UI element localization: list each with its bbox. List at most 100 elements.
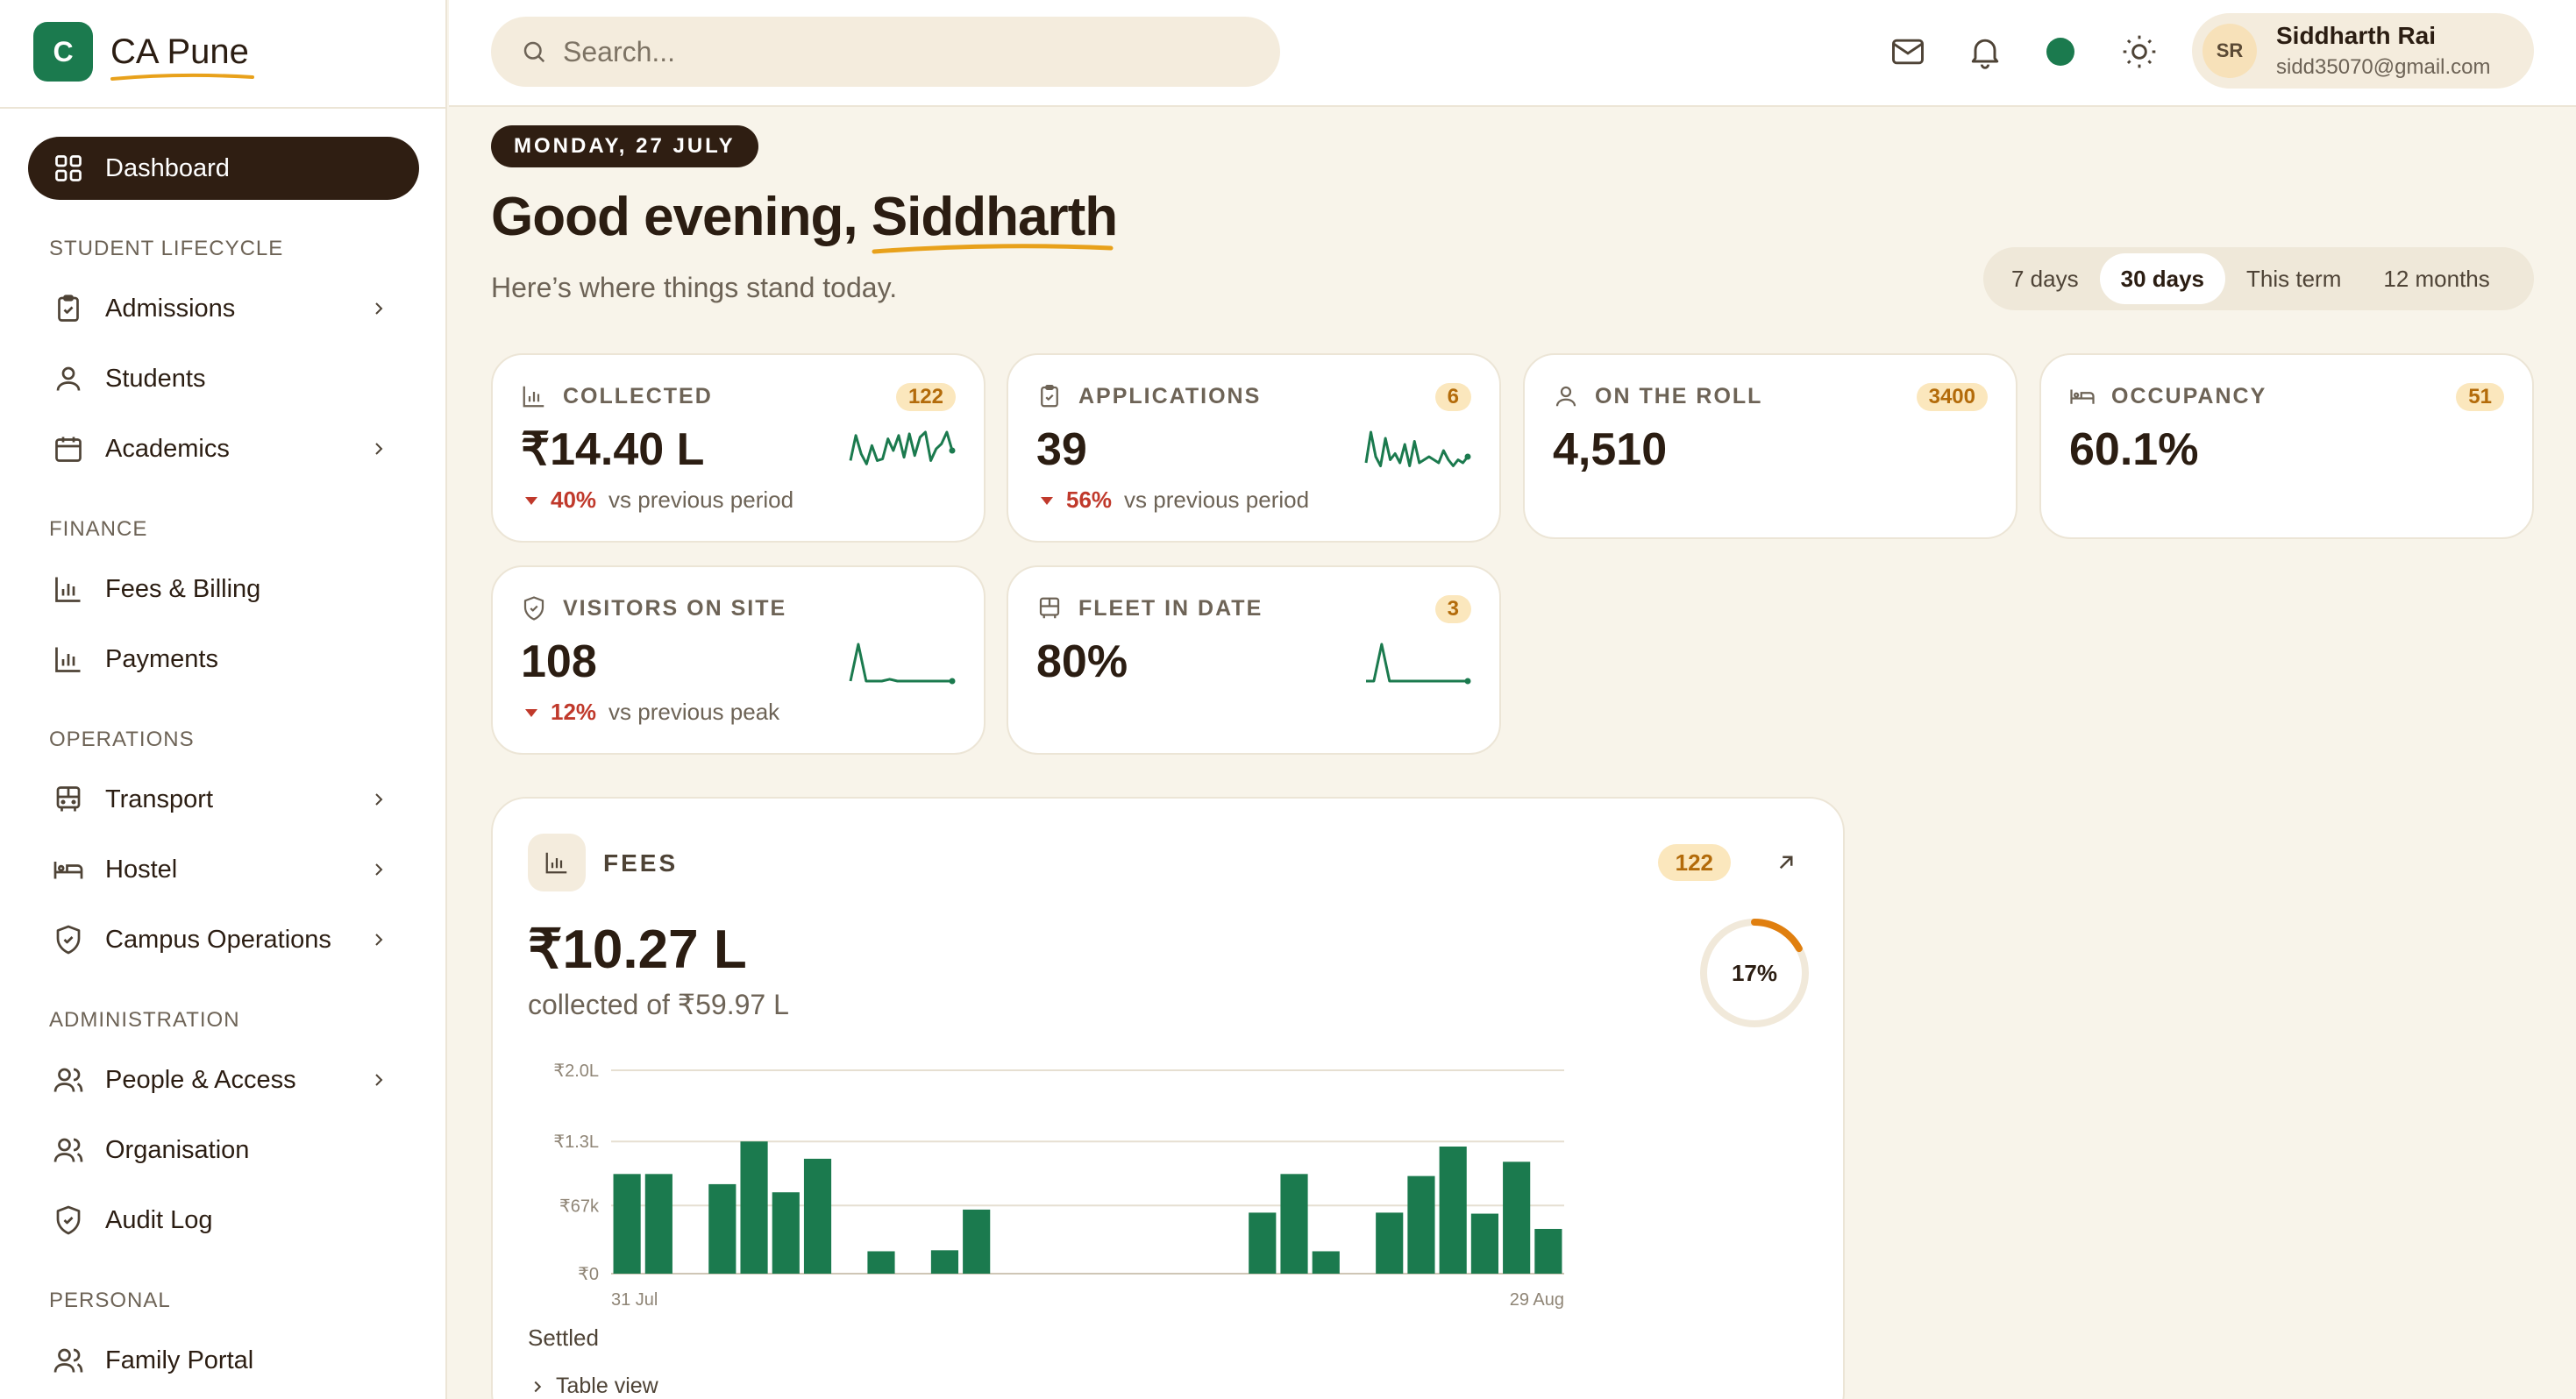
bar-chart-icon [523, 386, 544, 408]
count-badge: 3 [1434, 595, 1471, 623]
calendar-icon [55, 437, 82, 462]
card-title: COLLECTED [563, 383, 713, 408]
sun-icon[interactable] [2120, 32, 2159, 71]
section-heading: FINANCE [49, 517, 148, 541]
mail-icon[interactable] [1889, 32, 1927, 71]
progress-ring [1700, 919, 1809, 1027]
y-tick-label: ₹67k [559, 1197, 600, 1216]
sparkline [1366, 643, 1471, 685]
range-this-term[interactable]: This term [2246, 265, 2342, 292]
user-icon [1555, 386, 1576, 407]
topbar: Search... SR Siddharth Rai sidd35070@gma… [449, 0, 2576, 107]
delta-text: vs previous peak [608, 699, 780, 725]
sidebar-item-students[interactable]: Students [28, 351, 419, 407]
chevron-right-icon [534, 1381, 542, 1392]
sidebar-item-audit-log[interactable]: Audit Log [28, 1192, 419, 1248]
chart-bar [1439, 1147, 1467, 1274]
brand-name: CA Pune [110, 32, 249, 71]
sidebar-item-label: Family Portal [105, 1346, 254, 1374]
sidebar-item-admissions[interactable]: Admissions [28, 281, 419, 337]
chart-bar [1407, 1175, 1435, 1274]
search-input[interactable]: Search... [491, 17, 1280, 87]
sidebar-item-label: Transport [105, 785, 214, 813]
expand-arrow-icon[interactable] [1773, 849, 1799, 876]
sparkline-end-dot [949, 678, 956, 685]
chart-bar [1376, 1212, 1404, 1274]
fees-bar-chart: ₹0 ₹67k ₹1.3L ₹2.0L 31 Jul 29 Aug [553, 1062, 1564, 1310]
kpi-card-on-the-roll[interactable]: ON THE ROLL 3400 4,510 [1523, 353, 2017, 539]
sidebar-item-organisation[interactable]: Organisation [28, 1122, 419, 1178]
section-heading: OPERATIONS [49, 728, 195, 751]
range-7-days[interactable]: 7 days [2011, 265, 2079, 292]
sparkline-end-dot [1464, 678, 1471, 685]
card-value: 108 [521, 636, 597, 687]
fees-collected-amount: ₹10.27 L [528, 920, 747, 980]
brand-logo: C [33, 22, 93, 82]
sparkline-end-dot [1464, 453, 1471, 460]
sparkline [1364, 430, 1471, 467]
shield-icon [56, 1205, 81, 1235]
sidebar: C CA Pune Dashboard STUDENT LIFECYCLE Ad… [0, 0, 447, 1399]
users-icon [53, 1138, 83, 1162]
table-view-toggle[interactable]: Table view [528, 1374, 658, 1399]
kpi-card-applications[interactable]: APPLICATIONS 6 39 56% vs previous period [1007, 353, 1501, 543]
kpi-card-collected[interactable]: COLLECTED 122 ₹14.40 L 40% vs previous p… [491, 353, 986, 543]
shield-icon [56, 925, 81, 955]
range-30-days[interactable]: 30 days [2099, 253, 2226, 304]
section-heading: STUDENT LIFECYCLE [49, 237, 284, 260]
chart-bar [1280, 1174, 1308, 1274]
user-name: Siddharth Rai [2276, 22, 2437, 49]
dashboard-grid-icon [55, 155, 82, 181]
range-12-months[interactable]: 12 months [2383, 265, 2490, 292]
fees-icon-box [528, 834, 586, 891]
chart-bar [772, 1192, 800, 1274]
count-badge: 122 [1657, 844, 1731, 881]
user-email: sidd35070@gmail.com [2276, 55, 2491, 79]
range-selector: 7 days 30 days This term 12 months [1983, 247, 2534, 310]
chart-bar [930, 1250, 959, 1274]
chevron-right-icon [375, 1074, 383, 1086]
down-triangle-icon [525, 496, 537, 505]
brand[interactable]: C CA Pune [33, 21, 254, 82]
page-title: Good evening, Siddharth [491, 186, 1118, 254]
clipboard-check-icon [58, 295, 79, 322]
sidebar-item-campus-operations[interactable]: Campus Operations [28, 912, 419, 968]
user-menu[interactable]: SR Siddharth Rai sidd35070@gmail.com [2192, 13, 2534, 89]
sidebar-item-label: Students [105, 364, 206, 393]
card-value: 4,510 [1553, 424, 1668, 475]
panel-title: FEES [603, 849, 679, 877]
sparkline-path [849, 430, 954, 465]
chart-bar [613, 1174, 641, 1274]
card-title: APPLICATIONS [1078, 383, 1262, 408]
chevron-right-icon [375, 934, 383, 946]
kpi-card-occupancy[interactable]: OCCUPANCY 51 60.1% [2039, 353, 2534, 539]
card-title: VISITORS ON SITE [563, 595, 787, 621]
sidebar-item-hostel[interactable]: Hostel [28, 842, 419, 898]
sidebar-item-transport[interactable]: Transport [28, 771, 419, 827]
users-icon [53, 1068, 83, 1092]
x-tick-label: 29 Aug [1510, 1290, 1564, 1310]
bed-icon [53, 862, 83, 879]
chart-bar [1249, 1212, 1277, 1274]
chart-bar [1312, 1251, 1340, 1274]
kpi-card-fleet[interactable]: FLEET IN DATE 3 80% [1007, 565, 1501, 755]
sidebar-item-fees-billing[interactable]: Fees & Billing [28, 561, 419, 617]
sparkline [849, 643, 956, 685]
kpi-card-visitors[interactable]: VISITORS ON SITE 108 12% vs previous pea… [491, 565, 986, 755]
sidebar-item-academics[interactable]: Academics [28, 421, 419, 477]
status-dot[interactable] [2046, 38, 2074, 66]
chart-bar [1534, 1228, 1562, 1274]
card-value: ₹14.40 L [521, 424, 705, 475]
down-triangle-icon [1041, 496, 1053, 505]
bell-icon[interactable] [1966, 32, 2004, 71]
sidebar-item-dashboard[interactable]: Dashboard [28, 137, 419, 200]
bus-icon [56, 786, 81, 812]
sidebar-item-people-access[interactable]: People & Access [28, 1052, 419, 1108]
sidebar-item-label: Organisation [105, 1135, 250, 1164]
bus-icon [1039, 597, 1060, 619]
fees-collected-subtitle: collected of ₹59.97 L [528, 989, 789, 1020]
sidebar-item-payments[interactable]: Payments [28, 631, 419, 687]
card-value: 39 [1036, 424, 1087, 475]
sidebar-item-family-portal[interactable]: Family Portal [28, 1332, 419, 1388]
y-tick-label: ₹2.0L [553, 1062, 599, 1081]
